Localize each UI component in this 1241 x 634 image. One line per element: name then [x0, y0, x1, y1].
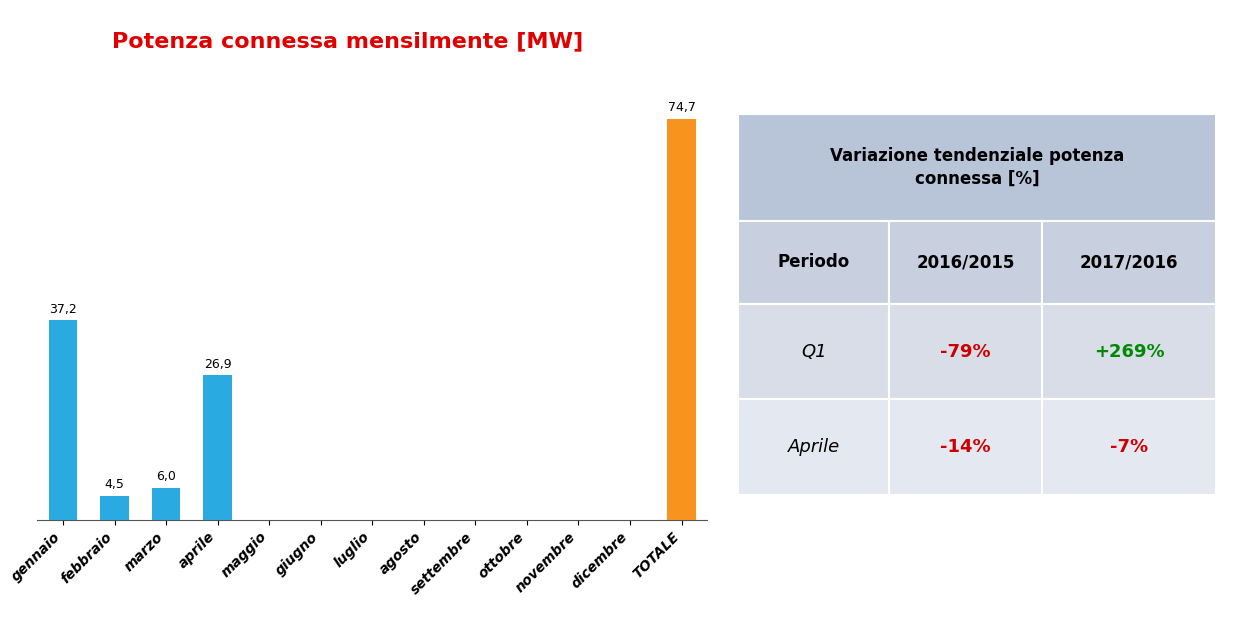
- FancyBboxPatch shape: [738, 114, 1216, 221]
- Text: 2017/2016: 2017/2016: [1080, 254, 1178, 271]
- Text: 37,2: 37,2: [50, 303, 77, 316]
- Text: -79%: -79%: [939, 343, 990, 361]
- Text: 74,7: 74,7: [668, 101, 695, 114]
- Bar: [48, 320, 77, 520]
- FancyBboxPatch shape: [738, 221, 889, 304]
- FancyBboxPatch shape: [889, 399, 1041, 495]
- FancyBboxPatch shape: [738, 304, 889, 399]
- FancyBboxPatch shape: [889, 221, 1041, 304]
- Text: +269%: +269%: [1093, 343, 1164, 361]
- Text: 26,9: 26,9: [204, 358, 232, 371]
- FancyBboxPatch shape: [1041, 221, 1216, 304]
- FancyBboxPatch shape: [1041, 399, 1216, 495]
- Bar: [668, 119, 696, 520]
- Text: Periodo: Periodo: [778, 254, 850, 271]
- Text: 2016/2015: 2016/2015: [916, 254, 1015, 271]
- Bar: [151, 488, 180, 520]
- Text: 6,0: 6,0: [156, 470, 176, 483]
- Text: -7%: -7%: [1109, 438, 1148, 456]
- FancyBboxPatch shape: [1041, 304, 1216, 399]
- FancyBboxPatch shape: [889, 304, 1041, 399]
- FancyBboxPatch shape: [738, 399, 889, 495]
- Text: Variazione tendenziale potenza
connessa [%]: Variazione tendenziale potenza connessa …: [830, 146, 1124, 188]
- Text: Aprile: Aprile: [788, 438, 840, 456]
- Text: -14%: -14%: [939, 438, 990, 456]
- Bar: [101, 496, 129, 520]
- Text: 4,5: 4,5: [104, 479, 124, 491]
- Bar: [204, 375, 232, 520]
- Text: Q1: Q1: [800, 343, 827, 361]
- Text: Potenza connessa mensilmente [MW]: Potenza connessa mensilmente [MW]: [112, 32, 583, 52]
